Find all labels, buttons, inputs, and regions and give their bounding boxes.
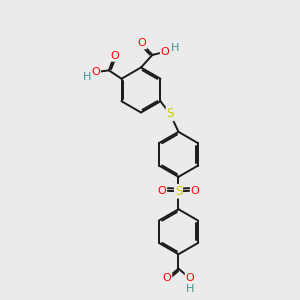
Text: O: O xyxy=(91,67,100,77)
Text: S: S xyxy=(167,107,174,120)
Text: O: O xyxy=(158,186,166,196)
Text: O: O xyxy=(160,47,169,57)
Text: H: H xyxy=(82,72,91,82)
Text: O: O xyxy=(110,51,119,61)
Text: H: H xyxy=(186,284,194,294)
Text: O: O xyxy=(137,38,146,49)
Text: S: S xyxy=(175,185,182,198)
Text: H: H xyxy=(170,43,179,53)
Text: O: O xyxy=(190,186,200,196)
Text: O: O xyxy=(163,273,172,283)
Text: O: O xyxy=(185,273,194,283)
